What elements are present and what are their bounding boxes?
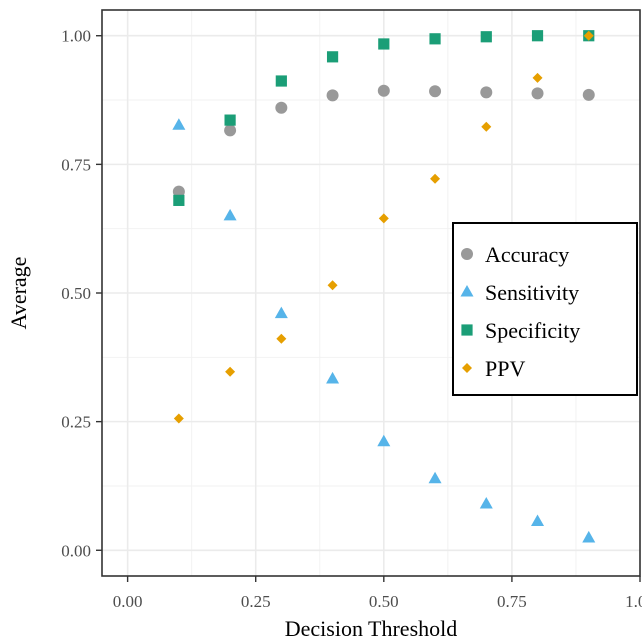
legend-key-sensitivity <box>460 285 474 297</box>
sensitivity-point-3 <box>326 371 340 384</box>
specificity-point-4 <box>378 38 390 50</box>
sensitivity-point-4 <box>377 434 391 447</box>
y-axis-title: Average <box>6 257 31 330</box>
sensitivity-point-2 <box>274 306 288 319</box>
y-tick-label-3: 0.75 <box>61 155 91 174</box>
accuracy-point-6 <box>480 86 493 99</box>
legend-key-ppv <box>462 363 472 373</box>
legend-item-sensitivity: Sensitivity <box>460 280 579 305</box>
x-tick-label-1: 0.25 <box>241 592 271 611</box>
x-tick-label-4: 1.00 <box>625 592 642 611</box>
series-ppv <box>173 30 594 424</box>
accuracy-point-3 <box>326 89 339 102</box>
sensitivity-point-5 <box>428 471 442 484</box>
ppv-point-6 <box>481 121 492 132</box>
accuracy-point-7 <box>531 87 544 100</box>
legend-item-ppv: PPV <box>462 356 525 381</box>
accuracy-point-5 <box>429 85 442 98</box>
x-tick-label-0: 0.00 <box>113 592 143 611</box>
ppv-point-8 <box>583 30 594 41</box>
y-tick-label-4: 1.00 <box>61 27 91 46</box>
specificity-point-2 <box>275 75 287 87</box>
specificity-point-5 <box>429 33 441 45</box>
y-tick-label-1: 0.25 <box>61 413 91 432</box>
data-points <box>172 30 596 543</box>
series-accuracy <box>172 84 595 198</box>
sensitivity-point-1 <box>223 208 237 221</box>
specificity-point-1 <box>224 114 236 126</box>
specificity-point-7 <box>531 30 544 42</box>
ppv-point-0 <box>173 413 184 424</box>
legend-key-accuracy <box>461 248 473 260</box>
sensitivity-point-8 <box>582 530 596 543</box>
x-axis-title: Decision Threshold <box>285 616 458 641</box>
ppv-point-4 <box>378 213 389 224</box>
legend-box <box>452 222 638 396</box>
sensitivity-point-7 <box>531 514 545 527</box>
legend: Accuracy Sensitivity Specificity PPV <box>452 222 638 396</box>
ppv-point-7 <box>532 72 543 83</box>
legend-label-accuracy: Accuracy <box>485 242 569 267</box>
y-tick-label-2: 0.50 <box>61 284 91 303</box>
x-tick-label-3: 0.75 <box>497 592 527 611</box>
specificity-point-6 <box>480 31 492 43</box>
legend-key-specificity <box>461 324 473 336</box>
y-tick-label-0: 0.00 <box>61 541 91 560</box>
legend-label-sensitivity: Sensitivity <box>485 280 579 305</box>
specificity-point-0 <box>173 194 185 206</box>
legend-item-specificity: Specificity <box>461 318 580 343</box>
accuracy-point-8 <box>582 88 595 101</box>
sensitivity-point-6 <box>479 496 493 509</box>
ppv-point-1 <box>225 366 236 377</box>
y-axis: 0.00 0.25 0.50 0.75 1.00 <box>61 27 102 560</box>
specificity-point-3 <box>326 51 339 63</box>
ppv-point-5 <box>430 173 441 184</box>
series-sensitivity <box>172 118 596 543</box>
ppv-point-3 <box>327 280 338 291</box>
x-axis: 0.00 0.25 0.50 0.75 1.00 <box>113 576 642 611</box>
legend-label-specificity: Specificity <box>485 318 580 343</box>
sensitivity-point-0 <box>172 118 186 130</box>
accuracy-point-0 <box>172 185 185 198</box>
legend-item-accuracy: Accuracy <box>461 242 569 267</box>
legend-label-ppv: PPV <box>485 356 525 381</box>
accuracy-point-2 <box>275 101 288 114</box>
x-tick-label-2: 0.50 <box>369 592 399 611</box>
accuracy-point-1 <box>224 124 237 137</box>
ppv-point-2 <box>276 333 287 344</box>
accuracy-point-4 <box>377 84 390 97</box>
